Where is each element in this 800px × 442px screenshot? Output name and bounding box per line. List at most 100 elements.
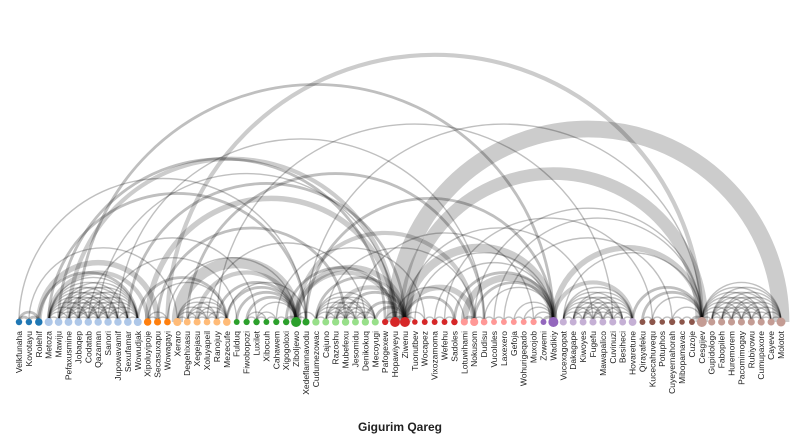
node-vixozamoma[interactable] [431, 319, 438, 325]
node-razoshu[interactable] [332, 318, 340, 326]
node-mubefexu[interactable] [341, 318, 350, 326]
node-qirayafeku[interactable] [639, 319, 646, 325]
node-cuzoje[interactable] [688, 319, 695, 325]
node-wohurigeqado[interactable] [520, 319, 527, 325]
node-cajuno[interactable] [322, 318, 330, 326]
node-fugefu[interactable] [589, 318, 597, 326]
node-besiheci[interactable] [619, 318, 627, 326]
link-arc [255, 311, 277, 323]
node-mawiju[interactable] [54, 318, 63, 326]
node-vucexagopat[interactable] [559, 318, 567, 326]
node-sanori[interactable] [104, 318, 112, 326]
node-kucecahuvequ[interactable] [649, 318, 656, 326]
link-arc [77, 301, 119, 323]
node-label: Mawiju [54, 331, 64, 358]
node-xedeflamnavodu[interactable] [302, 318, 310, 326]
node-secasuxapu[interactable] [153, 318, 162, 326]
node-ranojuy[interactable] [213, 318, 221, 326]
link-arc [185, 172, 486, 323]
node-ziwenu[interactable] [399, 317, 410, 327]
node-gupidologo[interactable] [708, 318, 716, 326]
link-arc [550, 245, 705, 323]
node-pefaxusmine[interactable] [64, 318, 73, 326]
node-kovotayu[interactable] [25, 318, 33, 326]
node-wadikiy[interactable] [548, 317, 559, 327]
node-label: Rubiyowu [746, 331, 756, 369]
node-xoluyapeil[interactable] [203, 318, 211, 326]
node-pafogexew[interactable] [382, 318, 389, 326]
node-jobaqep[interactable] [74, 318, 83, 326]
node-qazaman[interactable] [94, 318, 102, 326]
link-arc [136, 276, 229, 323]
node-rubiyowu[interactable] [747, 318, 755, 326]
link-arc [304, 196, 555, 323]
node-huremorem[interactable] [727, 318, 736, 326]
link-arc [503, 237, 673, 323]
node-muxojob[interactable] [530, 318, 537, 326]
node-dudisu[interactable] [480, 318, 488, 326]
node-hovaretune[interactable] [628, 318, 637, 326]
node-dakagape[interactable] [569, 318, 577, 326]
node-cudumezowac[interactable] [312, 318, 320, 326]
node-cuyeyernahorah[interactable] [669, 318, 676, 326]
node-gefoja[interactable] [510, 319, 517, 325]
node-luxilet[interactable] [253, 318, 260, 326]
node-wowagayi[interactable] [164, 318, 171, 326]
node-wefehu[interactable] [441, 319, 448, 325]
node-wocapez[interactable] [421, 319, 428, 325]
node-zowemi[interactable] [540, 319, 547, 325]
node-cesgijev[interactable] [696, 317, 707, 327]
node-laxexero[interactable] [500, 319, 507, 325]
node-cumupaxore[interactable] [757, 318, 765, 326]
link-arc [344, 290, 407, 323]
node-nokusom[interactable] [470, 317, 479, 327]
node-ziboljewo[interactable] [291, 317, 302, 327]
node-degehixasu[interactable] [183, 318, 191, 326]
node-kiwoyes[interactable] [579, 318, 587, 326]
link-arc [186, 301, 228, 323]
node-tuonutbev[interactable] [412, 319, 418, 325]
link-arc [453, 271, 555, 323]
node-velkfunaha[interactable] [15, 318, 23, 326]
node-hopawiyeyu[interactable] [390, 317, 401, 327]
node-mecoyugi[interactable] [371, 318, 379, 326]
node-cahawem[interactable] [273, 318, 280, 326]
node-label: Mawapalico [598, 331, 608, 376]
node-vucolules[interactable] [491, 319, 497, 325]
node-rolehif[interactable] [35, 318, 43, 326]
node-cuvinuzi[interactable] [609, 318, 617, 326]
node-sadoles[interactable] [451, 318, 458, 326]
node-xeraro[interactable] [173, 317, 182, 327]
node-codatab[interactable] [84, 318, 93, 326]
node-lotuwihami[interactable] [460, 318, 468, 326]
node-fulduq[interactable] [233, 319, 240, 325]
link-arc [186, 306, 218, 323]
node-mibopamavac[interactable] [679, 319, 685, 325]
node-xigogoloxi[interactable] [282, 318, 290, 326]
node-label: Qirayafeku [637, 331, 647, 372]
node-pacomimogay[interactable] [737, 318, 745, 326]
node-potuphos[interactable] [659, 319, 666, 325]
link-arc [284, 266, 397, 323]
node-mawapalico[interactable] [599, 318, 607, 326]
node-fabopileh[interactable] [718, 318, 726, 326]
node-fiwobopozi[interactable] [243, 318, 250, 326]
node-label: Wocapez [420, 331, 430, 366]
node-jupowavamif[interactable] [114, 318, 122, 326]
node-denikokuq[interactable] [361, 318, 370, 326]
node-jesomidu[interactable] [352, 318, 359, 326]
link-arc [711, 301, 753, 323]
node-xipoluyipoje[interactable] [143, 318, 152, 326]
node-xegejasu[interactable] [193, 318, 201, 326]
link-arc [562, 291, 624, 323]
node-cayeve[interactable] [767, 318, 775, 326]
link-arc [67, 296, 119, 323]
node-molotot[interactable] [776, 317, 786, 327]
node-mezecufe[interactable] [222, 318, 231, 326]
link-arc [513, 301, 555, 323]
node-wowudjak[interactable] [133, 318, 142, 326]
node-sexufamar[interactable] [124, 318, 132, 326]
node-metoza[interactable] [44, 317, 53, 327]
node-xibocuh[interactable] [263, 319, 270, 325]
